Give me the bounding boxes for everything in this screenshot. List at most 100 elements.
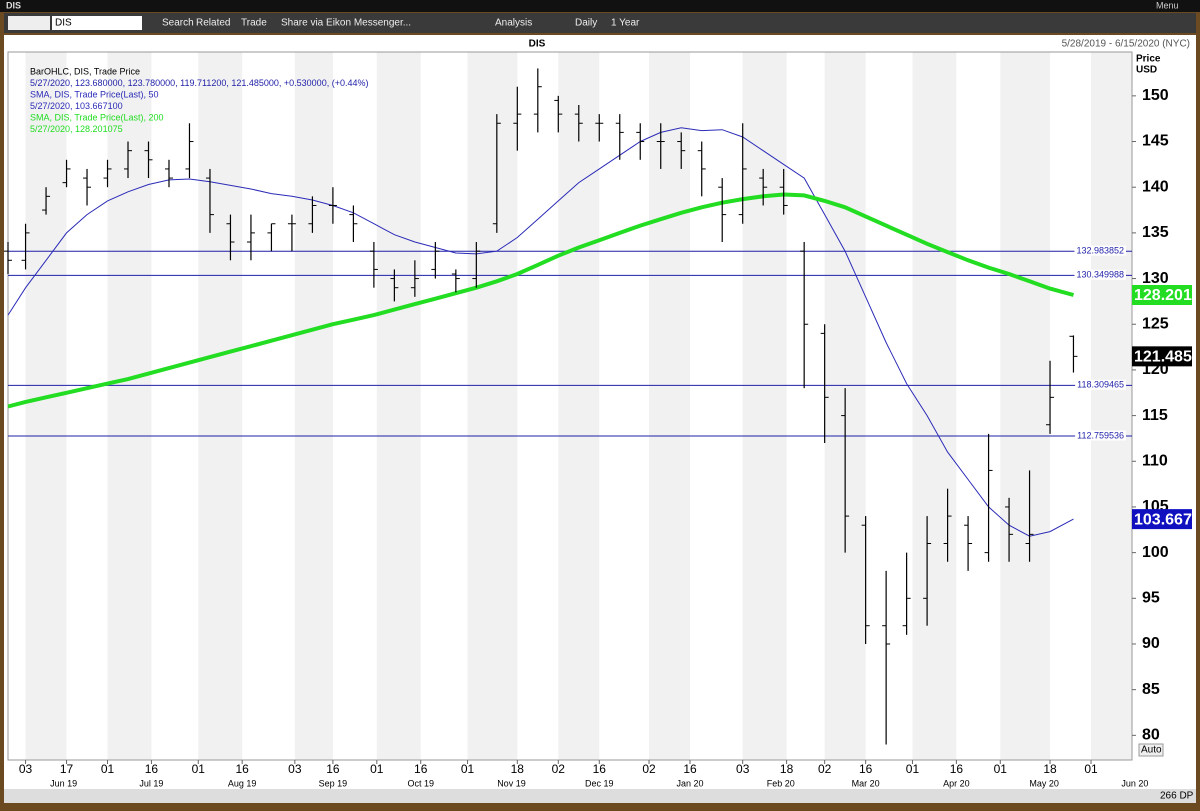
scale-mode[interactable]: Auto — [1141, 745, 1162, 756]
level-label: 130.349988 — [1076, 270, 1124, 280]
band — [25, 52, 67, 760]
level-label: 112.759536 — [1077, 430, 1124, 440]
x-tick-label: 01 — [101, 762, 115, 776]
month-label: Oct 19 — [407, 778, 434, 788]
x-tick-label: 16 — [326, 762, 340, 776]
menu[interactable]: Menu — [1156, 0, 1179, 10]
toolbar-item[interactable]: Daily — [575, 18, 597, 29]
axis-boxes: 128.201 121.485 103.667 — [1132, 284, 1192, 530]
legend-entry: 5/27/2020, 128.201075 — [30, 124, 123, 134]
band — [294, 52, 333, 760]
y-tick-label: 85 — [1142, 681, 1160, 698]
month-label: Aug 19 — [228, 778, 257, 788]
title-bar — [0, 0, 1200, 12]
symbol-box[interactable] — [52, 16, 142, 30]
toolbar-item[interactable]: Trade — [241, 18, 267, 29]
search-mode[interactable] — [8, 16, 50, 30]
y-tick-label: 135 — [1142, 224, 1169, 241]
price-box-label: 128.201 — [1134, 287, 1192, 304]
sma-line — [7, 192, 1075, 409]
window-title: DIS — [6, 0, 21, 10]
toolbar-item[interactable]: Search — [162, 18, 194, 29]
month-label: Apr 20 — [943, 778, 970, 788]
band — [198, 52, 243, 760]
x-tick-label: 01 — [1084, 762, 1098, 776]
chart-title: DIS — [529, 39, 546, 50]
legend-entry: SMA, DIS, Trade Price(Last), 50 — [30, 89, 159, 99]
x-tick-label: 18 — [780, 762, 794, 776]
x-tick-label: 01 — [906, 762, 920, 776]
x-tick-label: 18 — [511, 762, 525, 776]
x-tick-label: 02 — [818, 762, 832, 776]
y-tick-label: 115 — [1142, 407, 1168, 424]
price-box-label: 121.485 — [1134, 349, 1192, 366]
x-tick-label: 16 — [593, 762, 607, 776]
month-label: May 20 — [1029, 778, 1059, 788]
month-label: Jun 20 — [1121, 778, 1148, 788]
band — [912, 52, 957, 760]
x-tick-label: 16 — [235, 762, 249, 776]
x-tick-label: 18 — [1043, 762, 1057, 776]
axis-title: Price — [1136, 54, 1161, 65]
month-label: Nov 19 — [497, 778, 526, 788]
scrollbar[interactable] — [4, 789, 1196, 803]
price-box — [1132, 509, 1192, 530]
x-tick-label: 03 — [19, 762, 33, 776]
x-tick-label: 03 — [288, 762, 302, 776]
x-tick-label: 03 — [736, 762, 750, 776]
band — [467, 52, 518, 760]
month-label: Jan 20 — [676, 778, 703, 788]
y-tick-label: 145 — [1142, 133, 1169, 150]
x-tick-label: 16 — [145, 762, 159, 776]
level-label-bg — [1074, 269, 1126, 280]
price-box — [1132, 284, 1192, 305]
band — [107, 52, 152, 760]
level-label: 118.309465 — [1077, 380, 1124, 390]
level-label: 132.983852 — [1076, 246, 1124, 256]
x-tick-label: 16 — [683, 762, 697, 776]
legend-entry: SMA, DIS, Trade Price(Last), 200 — [30, 112, 164, 122]
toolbar-bg — [4, 13, 1196, 33]
x-tick-label: 16 — [859, 762, 873, 776]
x-tick-label: 16 — [414, 762, 428, 776]
x-tick-label: 01 — [994, 762, 1008, 776]
month-label: Mar 20 — [852, 778, 880, 788]
price-box — [1132, 346, 1192, 367]
level-label-bg — [1075, 430, 1126, 441]
band — [649, 52, 691, 760]
band — [1091, 52, 1132, 760]
band — [376, 52, 421, 760]
toolbar-item[interactable]: 1 Year — [611, 18, 640, 29]
band — [742, 52, 787, 760]
sma-line — [7, 127, 1074, 537]
points-label: 266 DP — [1160, 791, 1194, 802]
band — [1000, 52, 1051, 760]
x-tick-label: 01 — [461, 762, 475, 776]
toolbar-item[interactable]: Analysis — [495, 18, 532, 29]
symbol[interactable]: DIS — [55, 18, 72, 29]
y-tick-label: 125 — [1142, 315, 1169, 332]
toolbar-item[interactable]: Related — [196, 18, 230, 29]
x-tick-label: 17 — [60, 762, 74, 776]
legend-entry: 5/27/2020, 103.667100 — [30, 101, 123, 111]
auto-button[interactable] — [1138, 743, 1164, 757]
axis-unit: USD — [1136, 65, 1157, 76]
y-tick-label: 140 — [1142, 178, 1169, 195]
month-label: Dec 19 — [585, 778, 614, 788]
y-tick-label: 100 — [1142, 544, 1169, 561]
toolbar-item[interactable]: Share via Eikon Messenger... — [281, 18, 411, 29]
level-label-bg — [1075, 379, 1126, 390]
level-label-bg — [1074, 245, 1126, 256]
x-tick-label: 16 — [950, 762, 964, 776]
y-tick-label: 110 — [1142, 452, 1168, 469]
month-label: Jul 19 — [139, 778, 163, 788]
y-tick-label: 90 — [1142, 635, 1160, 652]
legend-entry: BarOHLC, DIS, Trade Price — [30, 66, 140, 76]
x-tick-label: 01 — [192, 762, 206, 776]
month-label: Sep 19 — [319, 778, 348, 788]
toolbar: DIS Search Related Trade Share via Eikon… — [4, 13, 1196, 33]
x-tick-label: 01 — [370, 762, 384, 776]
legend-entry: 5/27/2020, 123.680000, 123.780000, 119.7… — [30, 78, 368, 88]
range-label: 5/28/2019 - 6/15/2020 (NYC) — [1062, 39, 1190, 50]
